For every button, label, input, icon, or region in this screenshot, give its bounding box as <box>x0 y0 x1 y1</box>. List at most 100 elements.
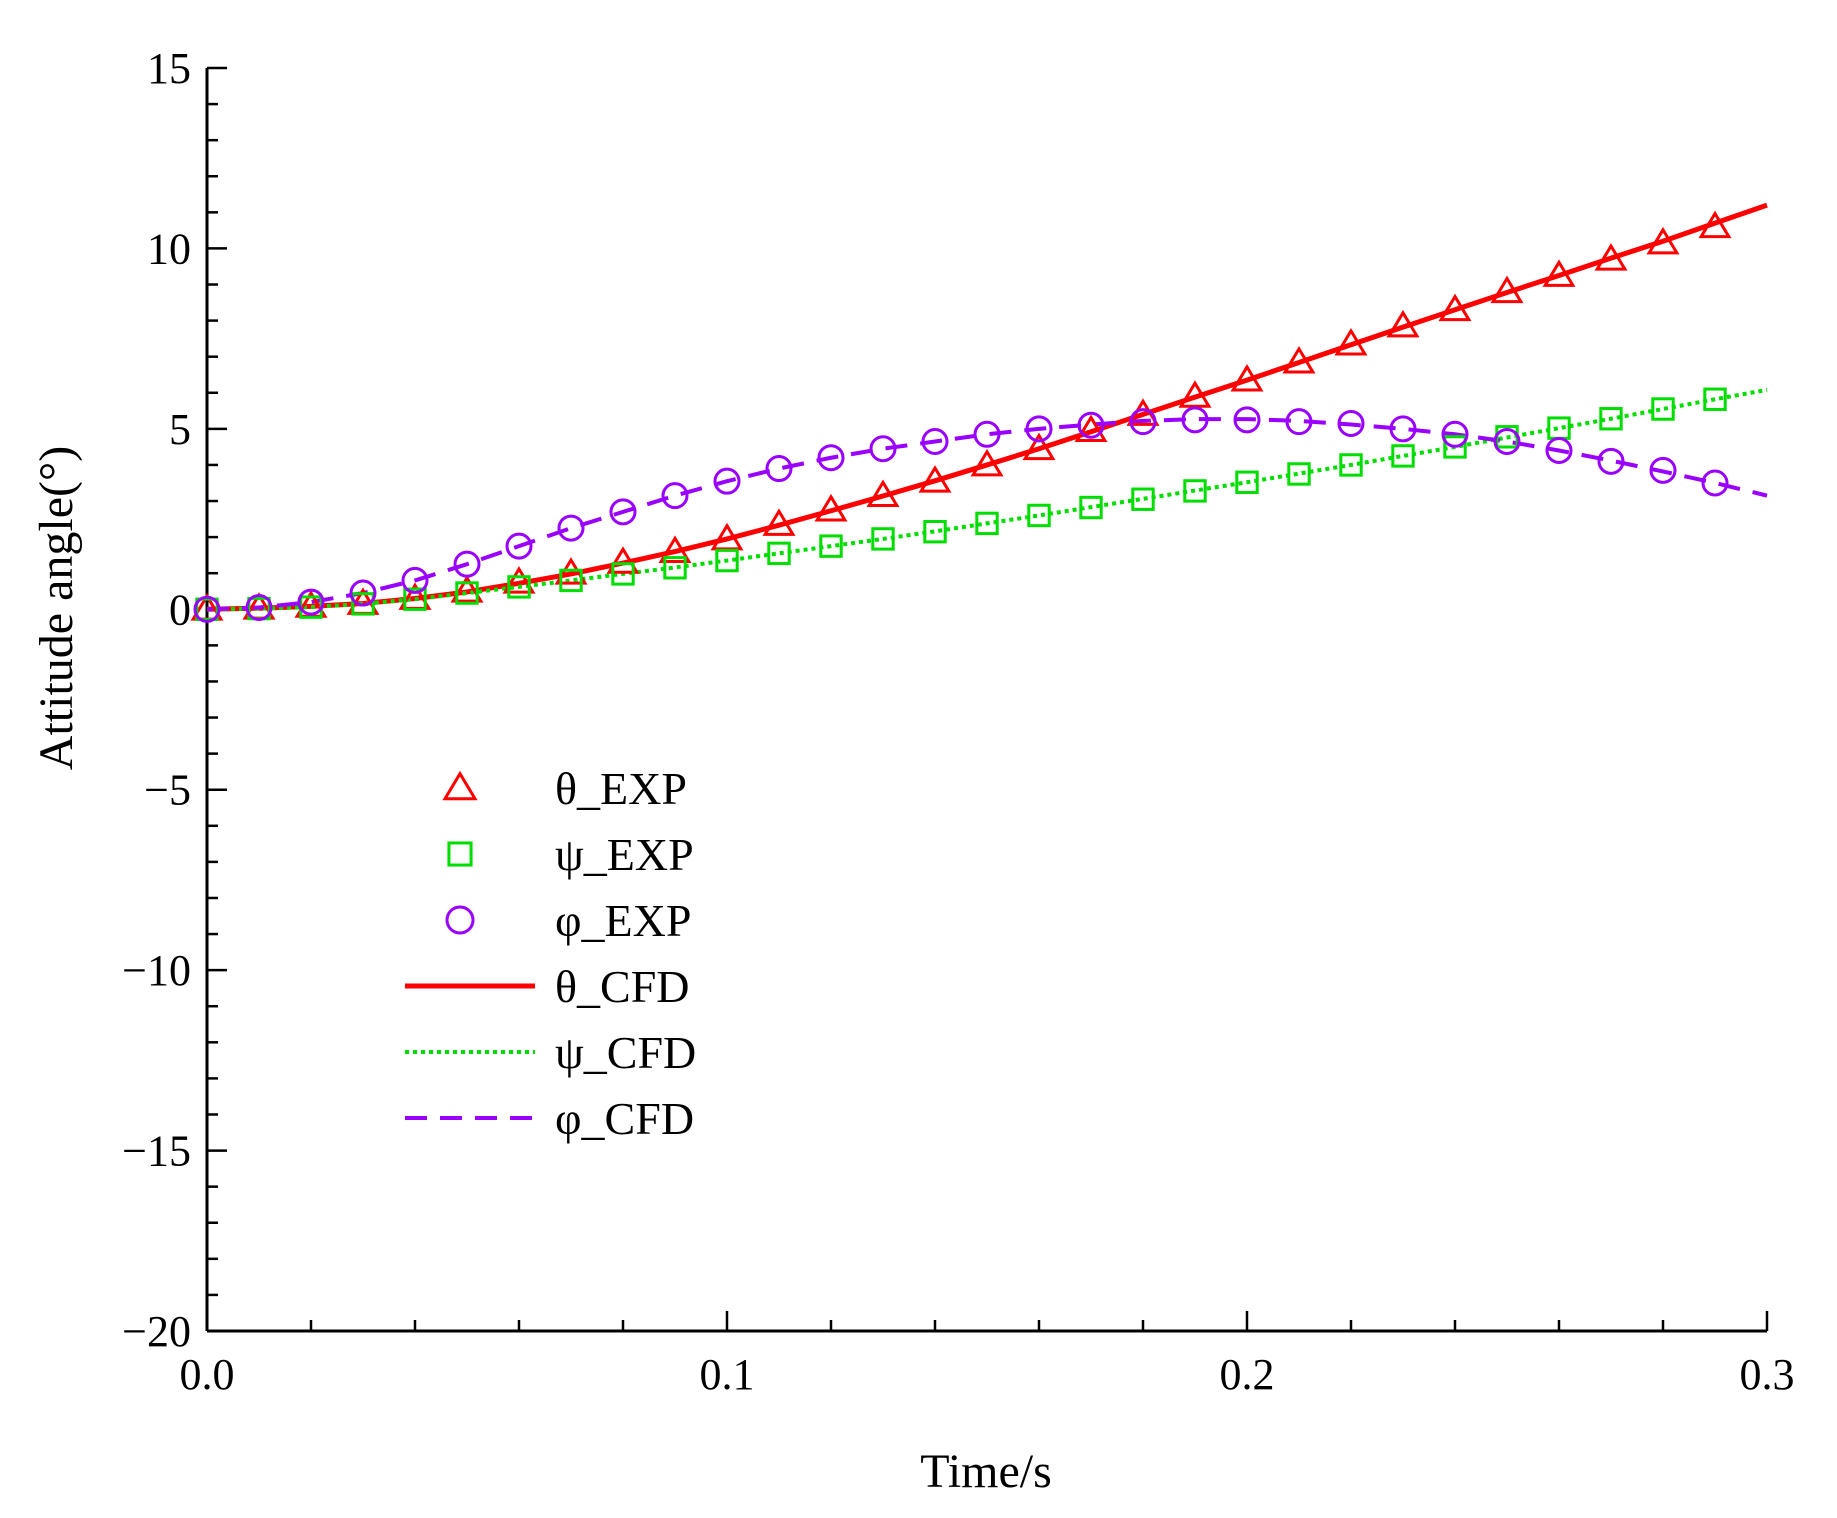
data-point-square <box>1651 397 1675 421</box>
data-point-circle <box>661 482 689 510</box>
data-point-circle <box>557 514 585 542</box>
data-point-triangle <box>1646 226 1680 255</box>
data-point-circle <box>1285 408 1313 436</box>
data-point-circle <box>1025 415 1053 443</box>
data-point-circle <box>1337 409 1365 437</box>
y-tick-label: −5 <box>144 766 191 815</box>
data-point-circle <box>817 444 845 472</box>
data-point-triangle <box>710 522 744 551</box>
data-point-square <box>351 592 375 616</box>
data-point-triangle <box>658 535 692 563</box>
data-point-triangle <box>1594 243 1628 271</box>
data-point-square <box>1027 503 1051 528</box>
legend-label: φ_EXP <box>555 895 691 946</box>
data-point-triangle <box>1542 259 1576 287</box>
data-point-circle <box>505 532 533 560</box>
data-point-triangle <box>866 479 900 508</box>
data-point-triangle <box>1334 327 1368 356</box>
legend-label: ψ_CFD <box>555 1027 696 1078</box>
data-point-circle <box>765 455 793 483</box>
y-tick-label: 0 <box>169 585 191 634</box>
legend-label: ψ_EXP <box>555 829 694 880</box>
data-point-square <box>611 562 635 586</box>
data-point-square <box>1547 416 1571 440</box>
data-point-square <box>195 597 219 621</box>
data-point-square <box>559 568 583 593</box>
data-point-square <box>1131 487 1155 511</box>
data-point-square <box>715 548 739 573</box>
data-point-triangle <box>762 508 796 536</box>
data-point-triangle <box>970 448 1004 477</box>
data-point-square <box>403 587 427 611</box>
data-point-triangle <box>1074 414 1108 443</box>
data-point-circle <box>401 566 429 594</box>
legend-swatch-square <box>447 841 473 867</box>
data-point-circle <box>297 588 325 616</box>
data-point-square <box>663 556 687 580</box>
data-point-square <box>819 534 843 558</box>
x-tick-label: 0.0 <box>180 1350 235 1399</box>
legend: θ_EXP ψ_EXP φ_EXP θ_CFD ψ_CFD φ_CFD <box>405 763 696 1144</box>
legend-label: θ_EXP <box>555 763 687 814</box>
data-point-square <box>1079 495 1103 520</box>
y-axis-title: Attitude angle(°) <box>30 446 83 770</box>
data-point-square <box>1339 453 1363 477</box>
data-point-square <box>1703 387 1727 411</box>
x-tick-label: 0.1 <box>700 1350 755 1399</box>
x-axis-title: Time/s <box>920 1445 1052 1498</box>
x-tick-label: 0.3 <box>1740 1350 1795 1399</box>
data-point-circle <box>453 550 481 578</box>
axes <box>205 68 1767 1333</box>
data-point-circle <box>713 467 741 495</box>
data-point-circle <box>973 420 1001 448</box>
data-point-triangle <box>450 575 484 603</box>
legend-label: φ_CFD <box>555 1093 694 1144</box>
data-point-triangle <box>918 465 952 493</box>
data-point-square <box>1287 462 1311 486</box>
data-point-triangle <box>1490 275 1524 304</box>
series-markers <box>190 210 1732 623</box>
y-tick-label: 10 <box>147 224 191 273</box>
y-tick-label: −15 <box>122 1127 191 1176</box>
data-point-circle <box>869 435 897 463</box>
data-point-circle <box>245 593 273 621</box>
data-point-triangle <box>606 546 640 574</box>
series-line-cfd-dotted <box>206 387 1768 612</box>
data-point-circle <box>1129 408 1157 436</box>
data-point-circle <box>1493 427 1521 455</box>
data-point-circle <box>1233 406 1261 434</box>
legend-swatch-triangle <box>442 770 478 801</box>
data-point-square <box>923 520 947 544</box>
data-point-circle <box>349 579 377 607</box>
legend-label: θ_CFD <box>555 961 690 1012</box>
data-point-circle <box>1181 406 1209 434</box>
data-point-square <box>871 527 895 551</box>
data-point-triangle <box>502 566 536 594</box>
x-tick-label: 0.2 <box>1220 1350 1275 1399</box>
series-line-cfd-dashed <box>206 417 1768 612</box>
data-point-triangle <box>1282 345 1316 374</box>
ticks: 15 10 5 0 −5 −10 −15 −200.0 0.1 0.2 0.3 <box>122 44 1794 1399</box>
data-point-circle <box>609 498 637 526</box>
data-point-circle <box>1649 456 1677 484</box>
series-lines <box>206 202 1768 612</box>
data-point-circle <box>1441 420 1469 448</box>
data-point-square <box>1391 444 1415 468</box>
data-point-circle <box>1389 415 1417 443</box>
y-tick-label: 15 <box>147 44 191 93</box>
data-point-square <box>507 575 531 599</box>
data-point-triangle <box>1178 380 1212 408</box>
data-point-circle <box>193 595 221 623</box>
data-point-square <box>1183 479 1207 503</box>
data-point-square <box>975 511 999 536</box>
data-point-triangle <box>814 493 848 522</box>
data-point-square <box>1443 435 1467 459</box>
y-tick-label: 5 <box>169 405 191 454</box>
data-point-square <box>767 541 791 566</box>
data-point-triangle <box>1022 432 1056 461</box>
series-line-cfd-solid <box>206 202 1768 612</box>
data-point-circle <box>1545 437 1573 465</box>
data-point-triangle <box>1386 309 1420 338</box>
y-tick-label: −20 <box>122 1307 191 1356</box>
